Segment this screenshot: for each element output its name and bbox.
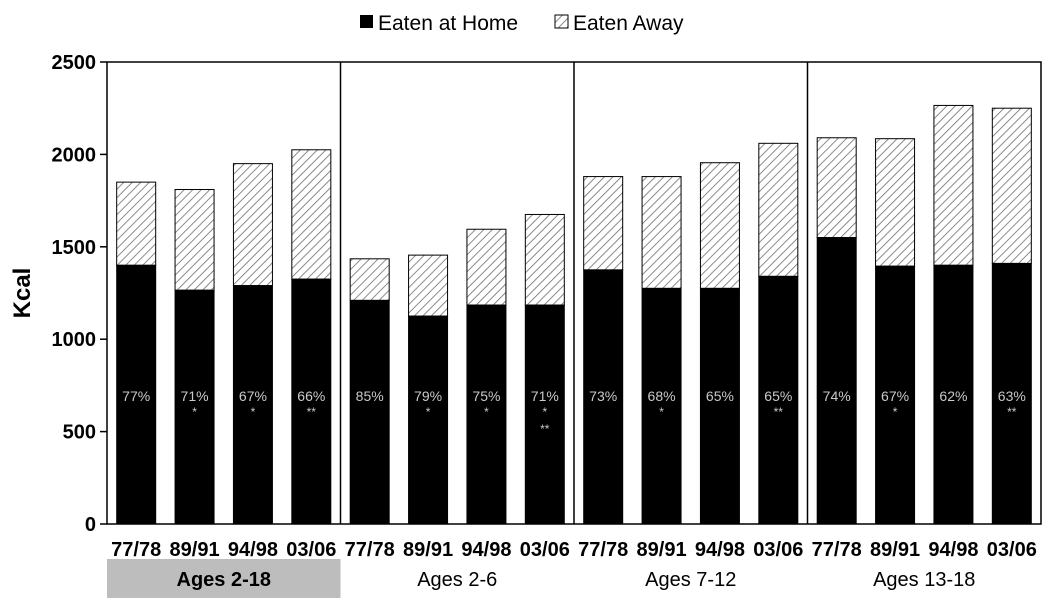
bar-home <box>816 237 857 525</box>
bar-away <box>991 107 1032 264</box>
bar-home <box>466 304 507 525</box>
percent-label: 65% <box>706 388 734 404</box>
y-tick-label: 1500 <box>52 237 97 259</box>
x-tick-label: 89/91 <box>403 539 453 561</box>
percent-label: 65% <box>764 388 792 404</box>
significance-marker: * <box>251 405 256 419</box>
bar-away <box>699 162 740 289</box>
significance-marker: * <box>893 405 898 419</box>
bar-away <box>816 137 857 239</box>
legend: Eaten at Home Eaten Away <box>360 12 684 35</box>
percent-label: 77% <box>122 388 150 404</box>
y-axis-label: Kcal <box>9 268 36 319</box>
x-tick-label: 77/78 <box>345 539 395 561</box>
percent-label: 66% <box>297 388 325 404</box>
x-tick-label: 94/98 <box>928 539 978 561</box>
significance-marker: * <box>484 405 489 419</box>
bar-away <box>641 176 682 289</box>
x-tick-label: 77/78 <box>578 539 628 561</box>
x-tick-label: 03/06 <box>987 539 1037 561</box>
bar-away <box>291 149 332 280</box>
bar-home <box>291 278 332 525</box>
percent-label: 73% <box>589 388 617 404</box>
percent-label: 74% <box>823 388 851 404</box>
x-tick-label: 89/91 <box>870 539 920 561</box>
percent-label: 67% <box>881 388 909 404</box>
significance-marker: ** <box>540 422 550 436</box>
x-tick-label: 94/98 <box>228 539 278 561</box>
significance-marker: ** <box>1007 405 1017 419</box>
bar-away <box>466 228 507 306</box>
legend-away-swatch <box>554 14 569 29</box>
bar-away <box>408 254 449 317</box>
significance-marker: * <box>192 405 197 419</box>
x-tick-label: 94/98 <box>695 539 745 561</box>
x-tick-label: 94/98 <box>461 539 511 561</box>
bar-away <box>232 163 273 287</box>
legend-home-swatch <box>360 15 373 28</box>
y-tick-label: 2500 <box>52 52 97 74</box>
bar-home <box>991 262 1032 525</box>
x-tick-label: 77/78 <box>812 539 862 561</box>
group-label-highlight <box>107 559 341 598</box>
percent-label: 62% <box>939 388 967 404</box>
percent-label: 75% <box>472 388 500 404</box>
group-label: Ages 2-18 <box>177 569 272 591</box>
significance-marker: ** <box>774 405 784 419</box>
bar-away <box>524 213 565 306</box>
bar-home <box>583 269 624 525</box>
x-tick-label: 77/78 <box>111 539 161 561</box>
bar-home <box>699 287 740 525</box>
significance-marker: * <box>659 405 664 419</box>
percent-label: 63% <box>998 388 1026 404</box>
significance-marker: * <box>426 405 431 419</box>
bar-home <box>349 299 390 525</box>
x-tick-label: 03/06 <box>753 539 803 561</box>
bar-away <box>116 181 157 266</box>
bar-away <box>933 104 974 266</box>
bar-home <box>524 304 565 525</box>
bar-home <box>408 315 449 525</box>
y-tick-label: 1000 <box>52 329 97 351</box>
bar-away <box>758 142 799 277</box>
legend-home-label: Eaten at Home <box>378 12 518 35</box>
x-tick-label: 03/06 <box>286 539 336 561</box>
bar-away <box>349 258 390 301</box>
percent-label: 71% <box>531 388 559 404</box>
bar-away <box>583 176 624 271</box>
significance-marker: * <box>542 405 547 419</box>
bar-away <box>875 138 916 267</box>
significance-marker: ** <box>307 405 317 419</box>
bar-home <box>174 289 215 525</box>
legend-away-label: Eaten Away <box>573 12 684 35</box>
group-label: Ages 7-12 <box>645 569 736 591</box>
x-tick-label: 03/06 <box>520 539 570 561</box>
group-label: Ages 13-18 <box>873 569 975 591</box>
y-tick-label: 500 <box>63 422 96 444</box>
bar-home <box>116 264 157 525</box>
y-tick-label: 0 <box>85 514 96 536</box>
x-tick-label: 89/91 <box>637 539 687 561</box>
y-tick-label: 2000 <box>52 144 97 166</box>
percent-label: 71% <box>181 388 209 404</box>
bar-home <box>758 275 799 525</box>
percent-label: 68% <box>648 388 676 404</box>
percent-label: 67% <box>239 388 267 404</box>
bar-home <box>875 265 916 525</box>
bar-home <box>232 285 273 525</box>
percent-label: 79% <box>414 388 442 404</box>
bar-home <box>641 287 682 525</box>
bar-home <box>933 264 974 525</box>
x-tick-label: 89/91 <box>170 539 220 561</box>
percent-label: 85% <box>356 388 384 404</box>
group-label: Ages 2-6 <box>417 569 497 591</box>
bar-away <box>174 189 215 291</box>
